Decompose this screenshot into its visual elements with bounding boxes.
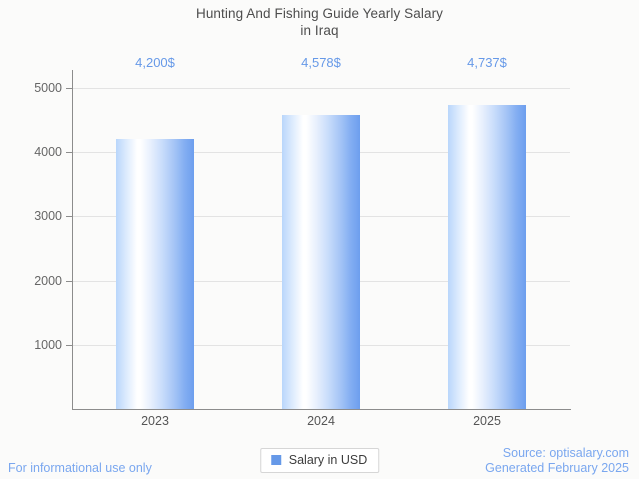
gridline [72, 88, 570, 89]
x-axis-tick-label-2025: 2025 [473, 414, 501, 428]
generated-text: Generated February 2025 [485, 461, 629, 475]
y-tick-mark [66, 281, 72, 282]
y-tick-mark [66, 152, 72, 153]
y-tick-mark [66, 345, 72, 346]
x-axis-tick-label-2023: 2023 [141, 414, 169, 428]
bar-value-label-2024: 4,578$ [301, 55, 341, 70]
source-text: Source: optisalary.com [502, 446, 629, 460]
y-axis-tick-label: 1000 [34, 338, 62, 352]
chart-legend[interactable]: Salary in USD [259, 448, 380, 473]
y-axis-tick-label: 5000 [34, 81, 62, 95]
legend-swatch-salary-in-usd [270, 455, 281, 465]
bar-2024[interactable] [282, 115, 360, 409]
y-axis-tick-label: 3000 [34, 209, 62, 223]
bar-value-label-2025: 4,737$ [467, 55, 507, 70]
chart-title: Hunting And Fishing Guide Yearly Salary … [0, 5, 639, 39]
chart-title-line-1: Hunting And Fishing Guide Yearly Salary [195, 6, 444, 21]
bar-2023[interactable] [116, 139, 194, 409]
y-tick-mark [66, 216, 72, 217]
x-axis-tick-label-2024: 2024 [307, 414, 335, 428]
y-axis-tick-label: 2000 [34, 274, 62, 288]
y-axis-tick-label: 4000 [34, 145, 62, 159]
bar-value-label-2023: 4,200$ [135, 55, 175, 70]
y-axis-line [72, 70, 73, 410]
disclaimer-text: For informational use only [8, 461, 152, 475]
chart-title-line-2: in Iraq [300, 23, 339, 38]
y-tick-mark [66, 88, 72, 89]
x-axis-line [72, 409, 571, 410]
source-block: Source: optisalary.com Generated Februar… [485, 446, 629, 476]
legend-label-salary-in-usd: Salary in USD [288, 453, 368, 467]
bar-2025[interactable] [448, 105, 526, 409]
